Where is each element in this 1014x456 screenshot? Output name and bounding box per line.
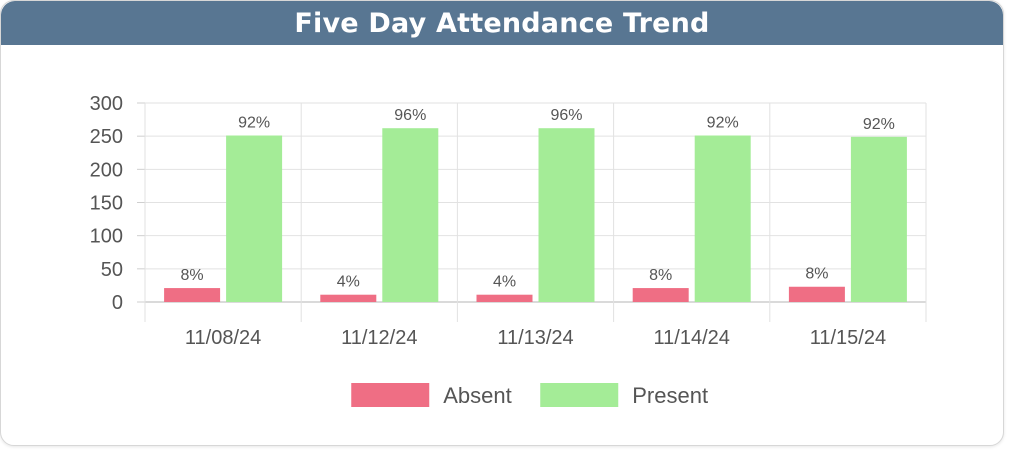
bar-absent [788,286,845,302]
bar-present [382,128,439,302]
x-tick-label: 11/15/24 [810,327,886,349]
y-tick-label: 250 [90,126,123,148]
bar-present [226,135,283,302]
bar-value-label: 96% [550,107,582,124]
bar-value-label: 92% [707,115,739,132]
legend-swatch-absent [351,383,430,407]
bar-absent [476,294,533,302]
bar-value-label: 92% [863,116,895,133]
bar-value-label: 8% [181,267,204,284]
x-tick-label: 11/14/24 [654,327,730,349]
card-header: Five Day Attendance Trend [1,1,1003,45]
bar-present [694,135,751,302]
legend-swatch-present [540,383,619,407]
y-tick-label: 300 [90,93,123,115]
x-tick-label: 11/13/24 [497,327,573,349]
legend-label-absent: Absent [443,383,512,408]
bar-value-label: 96% [394,107,426,124]
bar-value-label: 4% [337,274,360,291]
bar-absent [164,288,221,302]
bar-absent [320,294,377,302]
y-tick-label: 200 [90,159,123,181]
bar-value-label: 4% [493,274,516,291]
chart-title: Five Day Attendance Trend [294,7,710,39]
x-tick-label: 11/12/24 [341,327,417,349]
legend-label-present: Present [632,383,708,408]
bar-present [850,136,907,302]
y-tick-label: 0 [112,292,123,314]
bar-value-label: 92% [238,115,270,132]
bar-absent [632,288,689,302]
y-tick-label: 150 [90,193,123,215]
bar-present [538,128,595,302]
bar-value-label: 8% [649,267,672,284]
chart-card: Five Day Attendance Trend [0,0,1004,446]
y-tick-label: 50 [101,259,123,281]
y-tick-label: 100 [90,226,123,248]
x-tick-label: 11/08/24 [185,327,261,349]
bar-value-label: 8% [805,266,828,283]
